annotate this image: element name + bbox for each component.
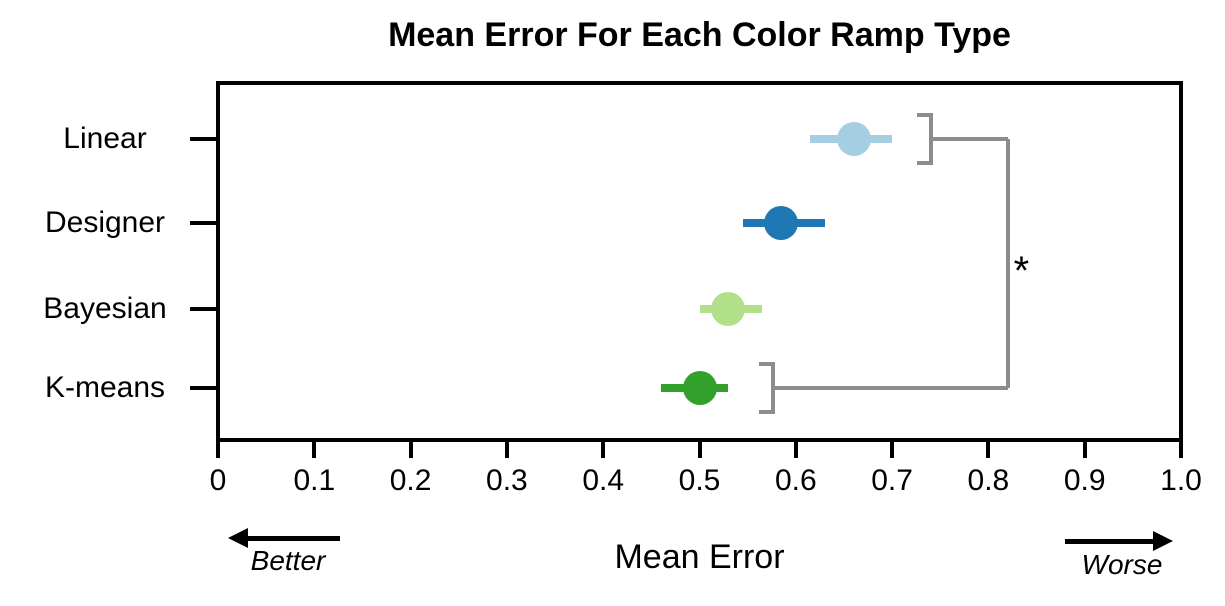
y-axis-tick [190, 220, 218, 225]
x-axis-tick-label: 0.9 [1063, 464, 1106, 497]
sig-asterisk: * [1013, 249, 1030, 294]
y-axis-label-k-means: K-means [44, 370, 166, 404]
x-axis-tick [1082, 440, 1087, 458]
better-label: Better [250, 545, 326, 576]
worse-label: Worse [1081, 549, 1163, 580]
x-axis-tick [793, 440, 798, 458]
x-axis-tick [890, 440, 895, 458]
sig-connector-b [772, 385, 1008, 390]
better-arrow [246, 536, 340, 541]
sig-bracket-b-cap-top [758, 361, 771, 366]
mean-dot-linear [836, 122, 871, 157]
mean-dot-k-means [682, 370, 717, 405]
sig-connector-a [930, 137, 1008, 142]
sig-bracket-b [770, 361, 775, 414]
mean-dot-bayesian [711, 291, 746, 326]
x-axis-tick-label: 0.2 [389, 464, 432, 497]
worse-arrow [1065, 539, 1153, 544]
x-axis-tick [1179, 440, 1183, 458]
x-axis-tick-label: 0.8 [967, 464, 1010, 497]
worse-arrow-head-icon [1153, 531, 1173, 551]
x-axis-title: Mean Error [614, 538, 785, 576]
y-axis-tick [190, 137, 218, 142]
y-axis-tick [190, 385, 218, 390]
y-axis-label-linear: Linear [63, 122, 147, 156]
y-axis-label-bayesian: Bayesian [43, 291, 167, 325]
y-axis-label-designer: Designer [44, 205, 166, 239]
better-arrow-head-icon [228, 528, 248, 548]
sig-bracket-b-cap-bottom [758, 409, 771, 414]
sig-bracket-a-cap-bottom [916, 161, 929, 166]
x-axis-tick-label: 0 [209, 464, 227, 497]
x-axis-tick [697, 440, 702, 458]
x-axis-tick-label: 0.7 [871, 464, 913, 497]
x-axis-tick-label: 0.4 [582, 464, 625, 497]
chart-title: Mean Error For Each Color Ramp Type [388, 16, 1011, 54]
mean-dot-designer [764, 205, 799, 240]
x-axis-tick-label: 0.6 [774, 464, 817, 497]
x-axis-tick-label: 0.5 [678, 464, 721, 497]
x-axis-tick [504, 440, 509, 458]
y-axis-tick [190, 306, 218, 311]
x-axis-tick [216, 440, 220, 458]
x-axis-tick [312, 440, 317, 458]
x-axis-tick-label: 1.0 [1160, 464, 1202, 497]
x-axis-tick [986, 440, 991, 458]
sig-vertical-line [1005, 139, 1010, 388]
sig-bracket-a-cap-top [916, 113, 929, 118]
x-axis-tick-label: 0.3 [486, 464, 528, 497]
x-axis-tick [408, 440, 413, 458]
x-axis-tick [601, 440, 606, 458]
x-axis-tick-label: 0.1 [293, 464, 336, 497]
